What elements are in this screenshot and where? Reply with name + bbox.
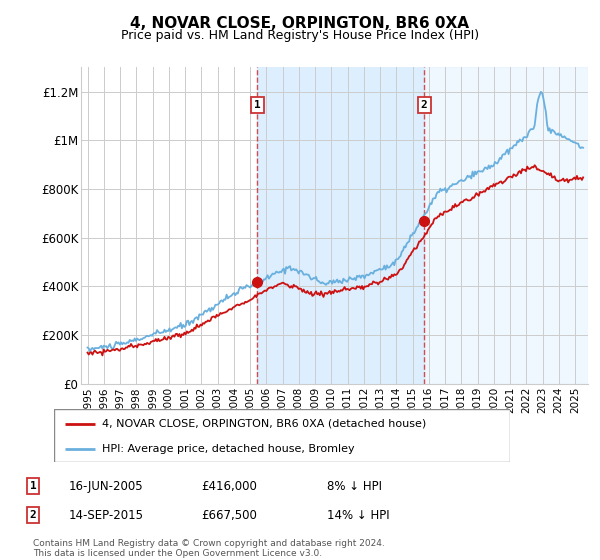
Text: Contains HM Land Registry data © Crown copyright and database right 2024.
This d: Contains HM Land Registry data © Crown c…	[33, 539, 385, 558]
Text: 16-JUN-2005: 16-JUN-2005	[69, 479, 143, 493]
Bar	[257, 67, 424, 384]
Text: £416,000: £416,000	[201, 479, 257, 493]
Text: Price paid vs. HM Land Registry's House Price Index (HPI): Price paid vs. HM Land Registry's House …	[121, 29, 479, 42]
Text: 8% ↓ HPI: 8% ↓ HPI	[327, 479, 382, 493]
FancyBboxPatch shape	[54, 409, 510, 462]
Text: 2: 2	[29, 510, 37, 520]
Text: 4, NOVAR CLOSE, ORPINGTON, BR6 0XA: 4, NOVAR CLOSE, ORPINGTON, BR6 0XA	[131, 16, 470, 31]
Text: 1: 1	[254, 100, 261, 110]
Text: 1: 1	[29, 481, 37, 491]
Bar	[424, 67, 588, 384]
Text: 14% ↓ HPI: 14% ↓ HPI	[327, 508, 389, 522]
Text: 2: 2	[421, 100, 427, 110]
Text: HPI: Average price, detached house, Bromley: HPI: Average price, detached house, Brom…	[102, 444, 355, 454]
Text: 14-SEP-2015: 14-SEP-2015	[69, 508, 144, 522]
Text: £667,500: £667,500	[201, 508, 257, 522]
Text: 4, NOVAR CLOSE, ORPINGTON, BR6 0XA (detached house): 4, NOVAR CLOSE, ORPINGTON, BR6 0XA (deta…	[102, 419, 426, 429]
